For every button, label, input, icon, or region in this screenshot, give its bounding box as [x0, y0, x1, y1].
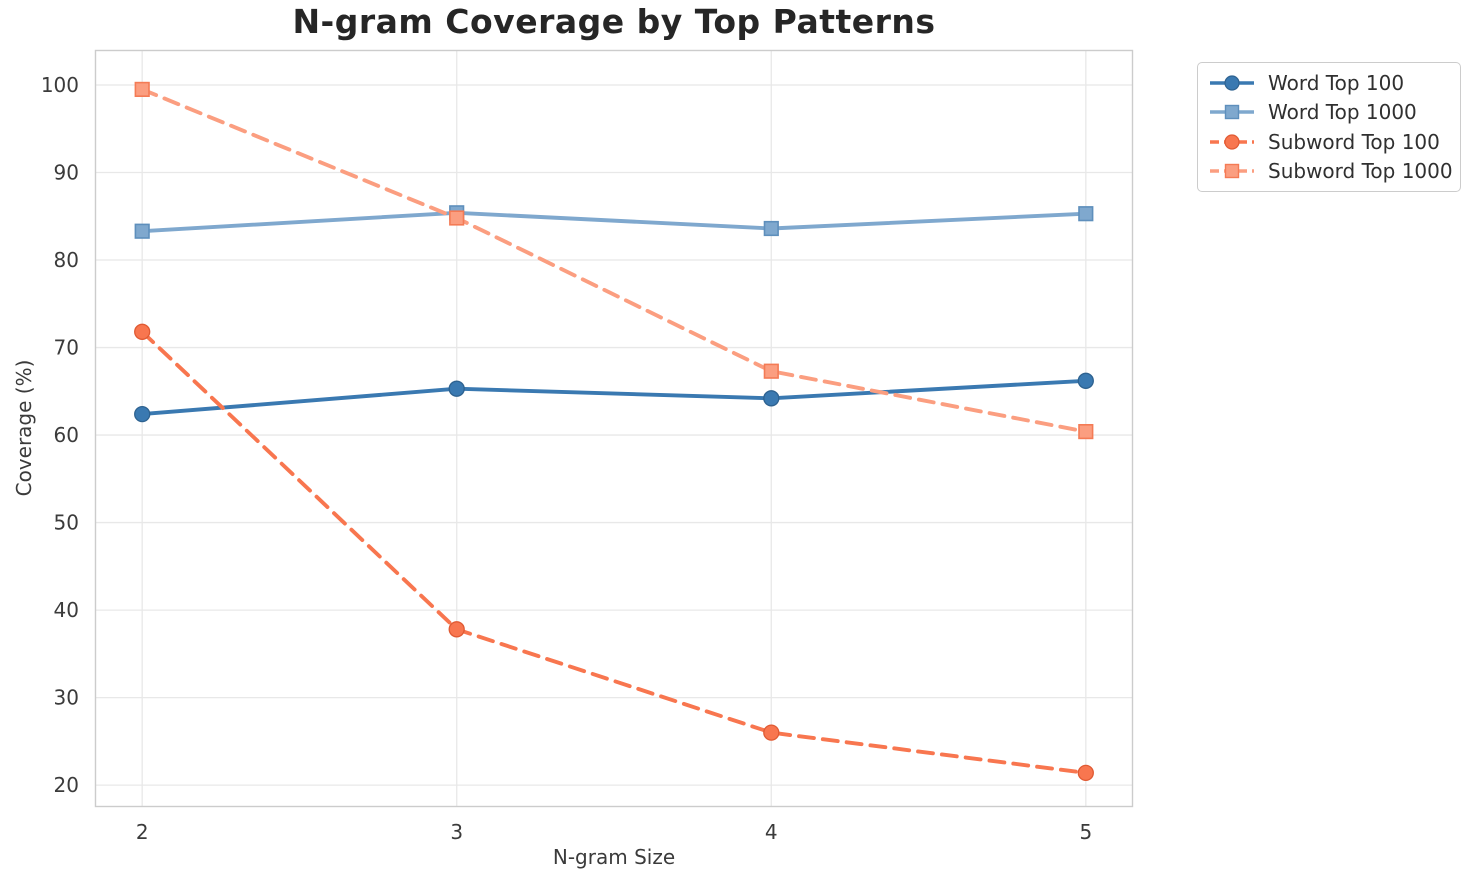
x-tick-label-3: 3	[450, 820, 463, 844]
marker-word-top-1000-x4	[763, 220, 779, 237]
legend-item-word-top-100: Word Top 100	[1208, 69, 1450, 97]
legend-square-word-top-1000-icon	[1210, 105, 1254, 120]
series-line-word-top-1000	[140, 210, 1088, 234]
series-line-word-top-100	[140, 378, 1088, 417]
legend-label-word-top-100: Word Top 100	[1268, 70, 1405, 95]
y-tick-label-50: 50	[54, 511, 79, 535]
y-tick-label-90: 90	[54, 161, 79, 185]
marker-word-top-100-x4	[763, 390, 780, 407]
x-axis-label: N-gram Size	[552, 845, 676, 869]
legend-label-subword-top-100: Subword Top 100	[1268, 129, 1440, 154]
marker-word-top-100-x3	[448, 380, 465, 397]
legend-item-subword-top-1000: Subword Top 1000	[1208, 157, 1453, 185]
x-tick-label-4: 4	[765, 820, 778, 844]
y-tick-label-30: 30	[54, 686, 79, 710]
y-tick-label-40: 40	[54, 598, 79, 622]
legend-label-subword-top-1000: Subword Top 1000	[1268, 159, 1453, 184]
plot-border	[94, 49, 1134, 808]
marker-word-top-1000-x5	[1078, 206, 1094, 222]
marker-subword-top-1000-x3	[449, 210, 465, 226]
marker-subword-top-100-x4	[763, 724, 780, 741]
legend-item-word-top-1000: Word Top 1000	[1208, 98, 1450, 126]
legend: Word Top 100 Word Top 1000 Subword Top 100…	[1197, 62, 1461, 192]
marker-word-top-100-x5	[1077, 372, 1094, 389]
chart-title: N-gram Coverage by Top Patterns	[292, 2, 936, 41]
marker-subword-top-100-x3	[448, 621, 465, 638]
marker-subword-top-100-x5	[1077, 764, 1094, 782]
legend-circle-word-top-100-icon	[1210, 75, 1254, 91]
marker-subword-top-1000-x2	[134, 81, 150, 97]
x-tick-label-2: 2	[136, 820, 149, 844]
marker-subword-top-1000-x5	[1078, 423, 1094, 440]
x-tick-label-5: 5	[1079, 820, 1092, 844]
legend-label-word-top-1000: Word Top 1000	[1268, 100, 1417, 125]
series-line-subword-top-1000	[140, 87, 1088, 434]
marker-word-top-100-x2	[134, 405, 151, 423]
marker-subword-top-100-x2	[134, 323, 151, 340]
y-tick-label-80: 80	[54, 248, 79, 272]
y-tick-label-60: 60	[54, 423, 79, 447]
y-tick-label-70: 70	[54, 336, 79, 360]
legend-square-subword-top-1000-icon	[1210, 164, 1254, 179]
y-tick-label-100: 100	[41, 73, 79, 97]
plot-area: 20 30 40 50 60 70 80 90 100 2 3 4 5	[41, 49, 1134, 844]
y-tick-label-20: 20	[54, 773, 79, 797]
marker-word-top-1000-x2	[134, 223, 150, 239]
series-line-subword-top-100	[140, 329, 1088, 775]
legend-circle-subword-top-100-icon	[1210, 134, 1254, 150]
legend-item-subword-top-100: Subword Top 100	[1208, 128, 1450, 156]
marker-subword-top-1000-x4	[763, 363, 779, 379]
y-axis-label: Coverage (%)	[12, 359, 36, 497]
